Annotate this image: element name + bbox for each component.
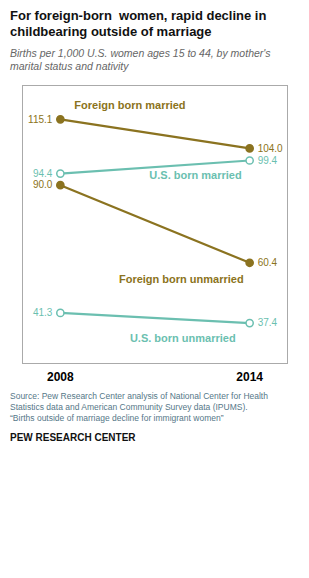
svg-text:2014: 2014 bbox=[236, 370, 263, 384]
svg-text:104.0: 104.0 bbox=[258, 142, 283, 153]
svg-text:U.S. born unmarried: U.S. born unmarried bbox=[130, 331, 236, 343]
html-text:Source: Pew Research Center an: Source: Pew Research Center analysis of … bbox=[10, 390, 268, 423]
svg-text:115.1: 115.1 bbox=[28, 113, 53, 124]
svg-text:90.0: 90.0 bbox=[33, 179, 53, 190]
svg-text:60.4: 60.4 bbox=[258, 257, 278, 268]
svg-text:2008: 2008 bbox=[47, 370, 74, 384]
svg-text:Foreign born married: Foreign born married bbox=[74, 99, 185, 111]
svg-text:94.4: 94.4 bbox=[33, 168, 53, 179]
svg-text:99.4: 99.4 bbox=[258, 154, 278, 165]
svg-text:41.3: 41.3 bbox=[33, 307, 53, 318]
svg-text:37.4: 37.4 bbox=[258, 317, 278, 328]
html-text:PEW RESEARCH CENTER: PEW RESEARCH CENTER bbox=[10, 431, 136, 443]
svg-text:U.S. born married: U.S. born married bbox=[149, 169, 241, 181]
svg-text:Foreign born unmarried: Foreign born unmarried bbox=[119, 273, 244, 285]
html-text:Births per 1,000 U.S. women ag: Births per 1,000 U.S. women ages 15 to 4… bbox=[10, 46, 271, 72]
html-text:For foreign-born women, rapid: For foreign-born women, rapid decline in… bbox=[10, 8, 267, 40]
